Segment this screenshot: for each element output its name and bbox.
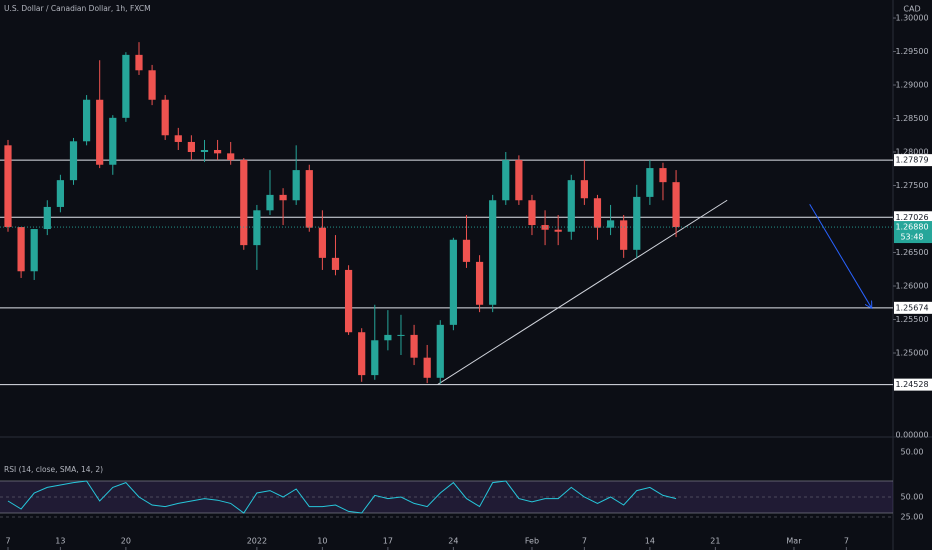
level-label-box bbox=[894, 211, 932, 224]
candle-body bbox=[148, 70, 156, 100]
candle-body bbox=[436, 324, 444, 378]
y-tick-label: 1.26500 bbox=[895, 248, 928, 257]
candle-body bbox=[305, 170, 313, 228]
y-tick-label: 1.29000 bbox=[895, 81, 928, 90]
x-tick-label: 7 bbox=[5, 537, 10, 546]
countdown-label: 53:48 bbox=[900, 233, 923, 242]
level-label: 1.24528 bbox=[895, 380, 928, 389]
candle-body bbox=[69, 141, 78, 181]
candle-body bbox=[240, 160, 248, 246]
rsi-tick-label: 25.00 bbox=[901, 513, 924, 522]
x-tick-label: 2022 bbox=[247, 537, 267, 546]
candle-body bbox=[56, 180, 64, 207]
last-price-label: 1.26880 bbox=[895, 223, 928, 232]
x-tick-label: 17 bbox=[383, 537, 393, 546]
x-tick-label: 7 bbox=[582, 537, 587, 546]
candle-body bbox=[266, 194, 274, 211]
candle-body bbox=[672, 182, 680, 228]
candle-body bbox=[449, 239, 457, 325]
y-tick-label: 1.25000 bbox=[895, 348, 928, 357]
rsi-title: RSI (14, close, SMA, 14, 2) bbox=[4, 465, 103, 474]
y-tick-label: 1.28000 bbox=[895, 148, 928, 157]
x-tick-label: 10 bbox=[317, 537, 327, 546]
forecast-arrow bbox=[809, 204, 872, 307]
x-tick-label: 7 bbox=[844, 537, 849, 546]
candle-body bbox=[502, 160, 510, 201]
candle-body bbox=[541, 225, 549, 230]
candle-body bbox=[384, 334, 392, 341]
x-tick-label: Mar bbox=[786, 537, 802, 546]
level-label: 1.25674 bbox=[895, 303, 928, 312]
chart-title: U.S. Dollar / Canadian Dollar, 1h, FXCM bbox=[4, 4, 151, 13]
rsi-tick-label: 50.00 bbox=[901, 493, 924, 502]
candle-body bbox=[659, 168, 667, 183]
candle-body bbox=[397, 334, 405, 336]
candle-body bbox=[253, 210, 261, 246]
candle-body bbox=[30, 229, 38, 272]
candle-body bbox=[96, 99, 104, 165]
y-tick-label: 1.29500 bbox=[895, 47, 928, 56]
candle-body bbox=[358, 332, 366, 376]
candle-body bbox=[174, 135, 182, 142]
candle-body bbox=[410, 334, 418, 358]
candle-body bbox=[593, 198, 602, 228]
currency-label: CAD bbox=[903, 5, 920, 14]
candle-body bbox=[109, 117, 117, 165]
candle-body bbox=[515, 160, 523, 201]
level-label-box bbox=[894, 154, 932, 167]
candle-body bbox=[200, 150, 209, 153]
x-tick-label: 14 bbox=[645, 537, 655, 546]
candle-body bbox=[318, 227, 326, 258]
candle-body bbox=[580, 180, 588, 199]
candle-body bbox=[122, 54, 130, 118]
candle-body bbox=[187, 141, 195, 153]
candle-body bbox=[462, 239, 471, 262]
level-label-box bbox=[894, 301, 932, 314]
last-price-box bbox=[894, 221, 932, 244]
candle-body bbox=[161, 99, 169, 136]
candle-body bbox=[227, 153, 235, 161]
candle-body bbox=[489, 200, 497, 305]
candle-body bbox=[292, 170, 300, 201]
candle-body bbox=[17, 227, 25, 272]
candle-body bbox=[344, 269, 353, 333]
candle-body bbox=[279, 194, 287, 201]
x-tick-label: 13 bbox=[55, 537, 65, 546]
candle-body bbox=[554, 229, 562, 232]
x-tick-label: Feb bbox=[525, 537, 539, 546]
y-tick-label: 1.28500 bbox=[895, 114, 928, 123]
candle-body bbox=[646, 168, 654, 197]
level-label-box bbox=[894, 378, 932, 391]
rsi-top-label: 50.00 bbox=[901, 448, 924, 457]
candle-body bbox=[213, 150, 222, 154]
y-tick-label: 1.25500 bbox=[895, 315, 928, 324]
x-tick-label: 21 bbox=[710, 537, 720, 546]
candle-body bbox=[567, 180, 575, 232]
y-tick-label: 1.26000 bbox=[895, 282, 928, 291]
pane-label: 0.00000 bbox=[895, 431, 928, 440]
candle-body bbox=[633, 196, 641, 250]
candle-body bbox=[620, 220, 628, 250]
candle-body bbox=[4, 145, 12, 228]
x-tick-label: 20 bbox=[121, 537, 131, 546]
candle-body bbox=[475, 261, 484, 305]
candle-body bbox=[371, 340, 379, 376]
candle-body bbox=[331, 257, 340, 270]
y-tick-label: 1.30000 bbox=[895, 14, 928, 23]
trendline bbox=[437, 199, 728, 385]
level-label: 1.27879 bbox=[895, 156, 928, 165]
candle-body bbox=[82, 99, 91, 142]
rsi-line bbox=[7, 480, 677, 514]
candle-body bbox=[606, 220, 615, 228]
candle-body bbox=[423, 357, 431, 378]
level-label: 1.27026 bbox=[895, 213, 928, 222]
candle-body bbox=[135, 54, 143, 71]
candle-body bbox=[43, 206, 51, 230]
candle-body bbox=[528, 200, 536, 226]
x-tick-label: 24 bbox=[448, 537, 458, 546]
y-tick-label: 1.27500 bbox=[895, 181, 928, 190]
